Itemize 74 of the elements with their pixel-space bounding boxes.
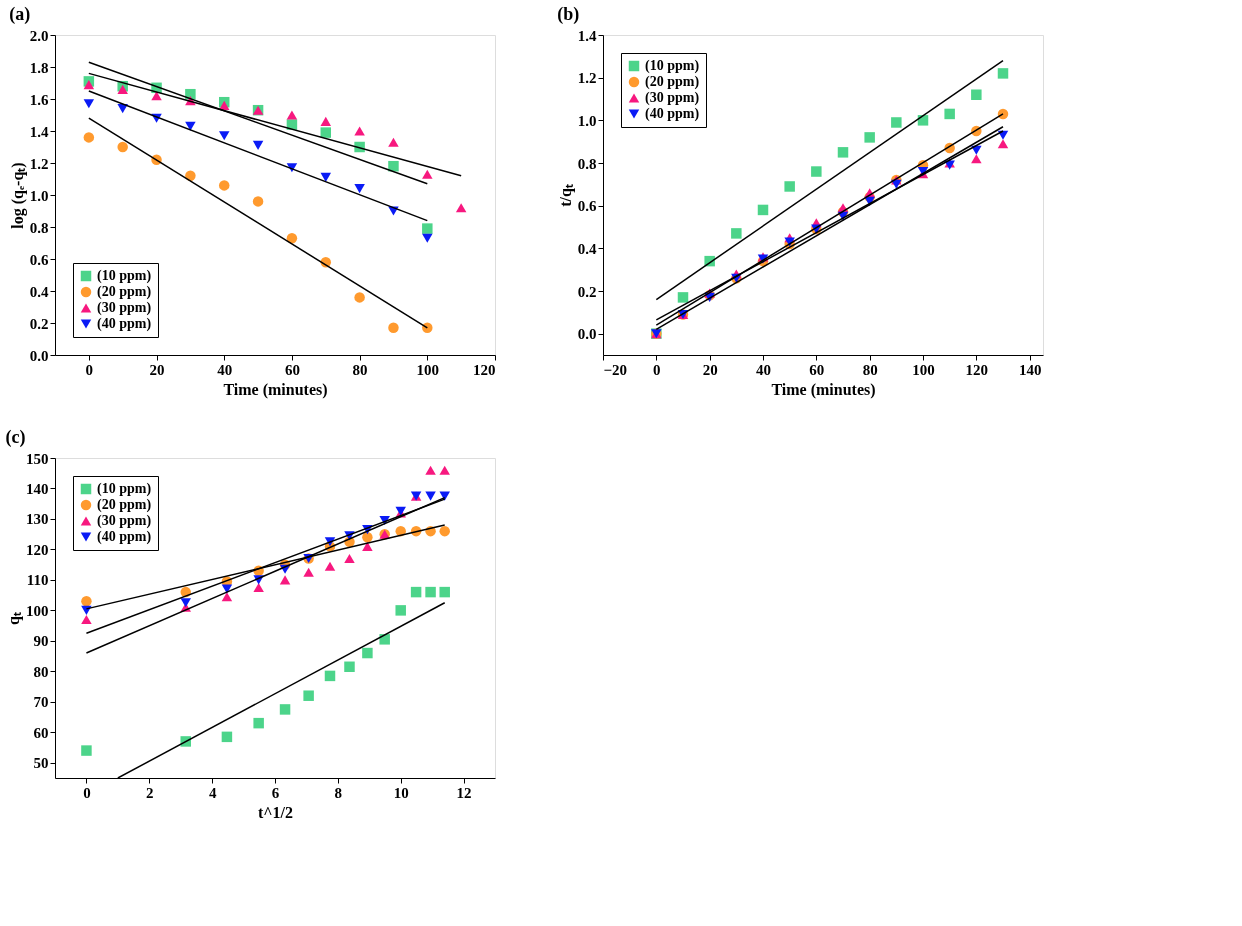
y-tick-label: 150 [26, 450, 49, 467]
x-tick-label: 6 [271, 784, 280, 801]
legend-label: (40 ppm) [645, 106, 700, 122]
x-tick-label: 120 [965, 361, 989, 378]
chart-title: (c) [5, 427, 26, 448]
legend-label: (10 ppm) [645, 58, 700, 74]
x-tick-label: 20 [702, 361, 718, 378]
y-axis-title: t/qₜ [556, 184, 575, 207]
y-tick-label: 1.0 [29, 187, 49, 204]
y-tick-label: 90 [33, 633, 49, 650]
legend-label: (20 ppm) [645, 74, 700, 90]
legend-label: (10 ppm) [97, 268, 152, 284]
x-tick-label: 0 [83, 784, 91, 801]
chart-title: (b) [557, 4, 580, 25]
y-axis-title: log (qₑ-qₜ) [8, 162, 27, 229]
x-tick-label: 0 [653, 361, 661, 378]
legend-label: (40 ppm) [97, 316, 152, 332]
x-tick-label: 80 [352, 361, 368, 378]
y-tick-label: 100 [26, 602, 49, 619]
y-tick-label: 1.2 [29, 155, 49, 172]
x-axis-title: Time (minutes) [223, 380, 328, 399]
y-tick-label: 0.8 [29, 219, 49, 236]
x-tick-label: 0 [85, 361, 94, 378]
y-tick-label: 0.6 [29, 251, 49, 268]
x-tick-label: 40 [756, 361, 771, 378]
x-axis-title: t^1/2 [257, 803, 294, 821]
x-tick-label: 120 [473, 361, 496, 378]
legend-label: (20 ppm) [97, 497, 152, 513]
y-tick-label: 2.0 [29, 27, 49, 44]
x-tick-label: 4 [208, 784, 217, 801]
y-tick-label: 70 [33, 694, 49, 711]
legend-label: (40 ppm) [97, 529, 152, 545]
y-tick-label: 1.2 [577, 70, 597, 87]
legend-label: (30 ppm) [645, 90, 700, 106]
x-tick-label: 60 [284, 361, 300, 378]
x-tick-label: 2 [146, 784, 154, 801]
y-tick-label: 0.2 [577, 283, 597, 300]
x-tick-label: 100 [912, 361, 935, 378]
y-tick-label: 1.4 [577, 27, 597, 44]
y-tick-label: 130 [26, 511, 49, 528]
y-tick-label: 80 [33, 663, 49, 680]
y-tick-label: 60 [33, 724, 49, 741]
y-tick-label: 0.4 [29, 283, 49, 300]
x-axis-title: Time (minutes) [771, 380, 876, 399]
y-tick-label: 1.0 [577, 112, 597, 129]
x-tick-label: 12 [456, 784, 472, 801]
x-tick-label: 60 [809, 361, 825, 378]
y-tick-label: 0.0 [29, 347, 49, 364]
y-tick-label: 0.0 [577, 326, 597, 343]
x-tick-label: 140 [1018, 361, 1042, 378]
y-axis-title: qₜ [5, 612, 23, 625]
y-tick-label: 1.6 [29, 91, 49, 108]
y-tick-label: 0.2 [29, 315, 49, 332]
legend-label: (20 ppm) [97, 284, 152, 300]
y-tick-label: 0.8 [577, 155, 597, 172]
y-tick-label: 0.4 [577, 240, 597, 257]
y-tick-label: 120 [26, 541, 49, 558]
x-tick-label: 8 [334, 784, 343, 801]
y-tick-label: 140 [26, 480, 49, 497]
x-tick-label: 20 [149, 361, 165, 378]
legend-label: (30 ppm) [97, 513, 152, 529]
legend-label: (10 ppm) [97, 481, 152, 497]
legend-label: (30 ppm) [97, 300, 152, 316]
y-tick-label: 1.8 [29, 59, 49, 76]
y-tick-label: 50 [33, 755, 49, 772]
x-tick-label: 80 [862, 361, 878, 378]
y-tick-label: 0.6 [577, 198, 597, 215]
x-tick-label: −20 [603, 361, 628, 378]
chart-title: (a) [9, 4, 31, 25]
x-tick-label: 100 [416, 361, 440, 378]
x-tick-label: 40 [217, 361, 233, 378]
y-tick-label: 110 [26, 572, 49, 589]
y-tick-label: 1.4 [29, 123, 49, 140]
x-tick-label: 10 [393, 784, 409, 801]
